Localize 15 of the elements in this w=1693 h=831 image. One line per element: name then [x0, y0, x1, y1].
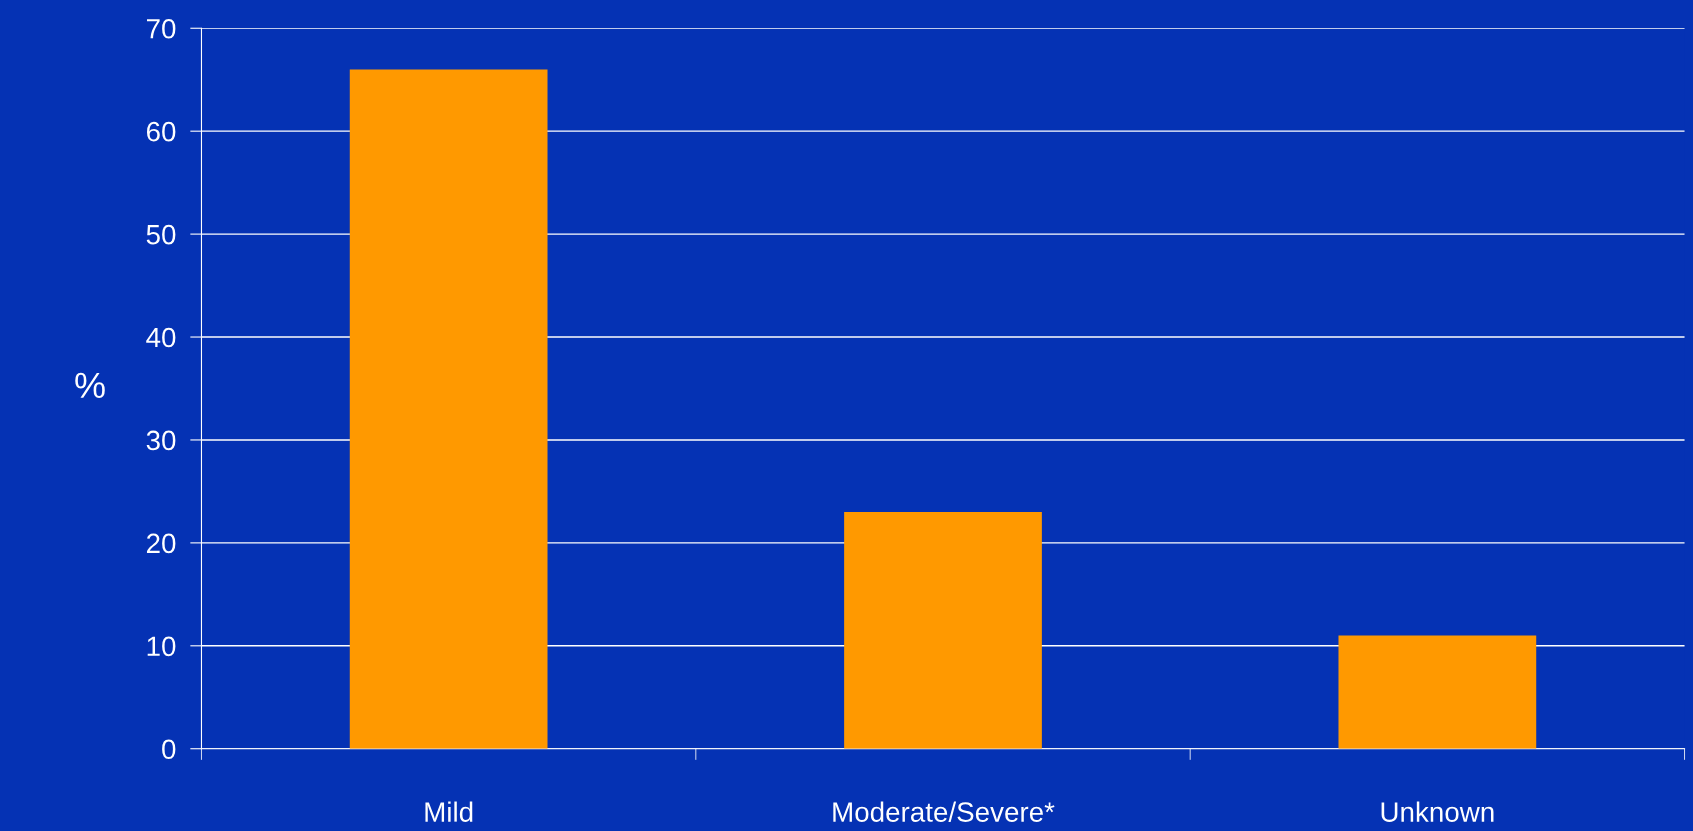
y-tick-label: 30 [146, 430, 176, 451]
x-tick-label: Moderate/Severe* [833, 801, 1055, 822]
bar [844, 512, 1042, 749]
y-tick-label: 0 [162, 739, 176, 760]
y-axis-title: % [75, 372, 105, 399]
y-tick-label: 70 [147, 18, 176, 39]
y-tick-label: 20 [146, 533, 176, 554]
x-tick-label: Unknown [1381, 801, 1494, 822]
y-tick-label: 50 [146, 224, 176, 245]
x-tick-label: Mild [425, 801, 473, 822]
y-tick-label: 60 [146, 121, 176, 142]
bar [349, 69, 548, 749]
y-tick-label: 10 [147, 636, 176, 657]
bar [1338, 635, 1537, 749]
y-tick-label: 40 [146, 327, 176, 348]
